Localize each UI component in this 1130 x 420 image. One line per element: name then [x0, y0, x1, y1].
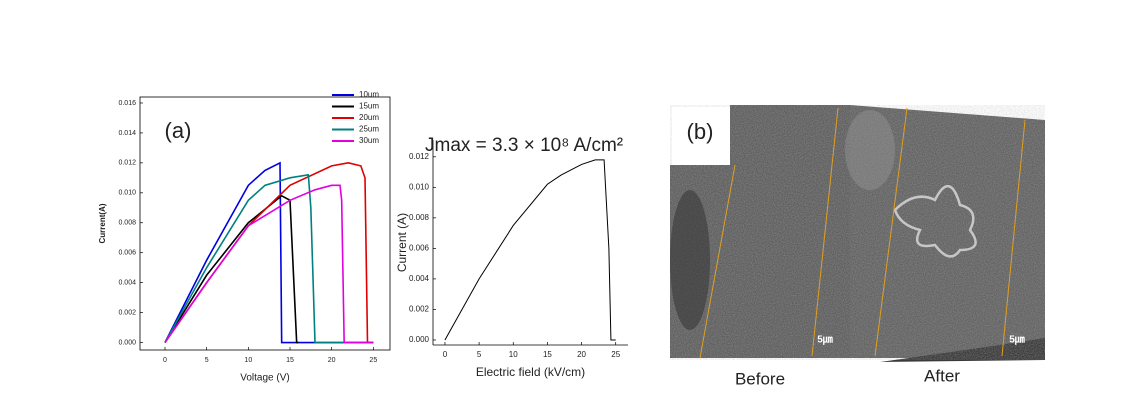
x-tick-label: 25: [611, 350, 620, 359]
x-tick-label: 0: [443, 350, 448, 359]
y-axis-label: Current (A): [395, 213, 409, 272]
annotation: (a): [165, 118, 192, 143]
y-tick-label: 0.006: [409, 243, 430, 252]
y-tick-label: 0.000: [409, 335, 430, 344]
y-tick-label: 0.004: [118, 279, 136, 286]
y-tick-label: 0.014: [118, 130, 136, 137]
y-tick-label: 0.012: [409, 152, 430, 161]
data-line: [164, 194, 299, 344]
sem-panel: (b) 5㎛ 5㎛ Before After: [670, 105, 1045, 388]
data-line: [164, 161, 374, 344]
edge-line: [699, 164, 736, 359]
y-tick-label: 0.004: [409, 274, 430, 283]
y-tick-label: 0.010: [409, 182, 430, 191]
y-tick-label: 0.008: [118, 220, 136, 227]
y-tick-label: 0.008: [409, 213, 430, 222]
y-tick-label: 0.012: [118, 160, 136, 167]
y-tick-label: 0.002: [118, 309, 136, 316]
x-axis-label: Voltage (V): [240, 373, 289, 384]
x-tick-label: 15: [286, 357, 294, 364]
panel-label: (b): [687, 119, 714, 144]
caption: Before: [735, 369, 785, 388]
y-tick-label: 0.006: [118, 250, 136, 257]
legend-label: 10um: [359, 90, 379, 99]
y-axis-label: Current(A): [98, 203, 107, 243]
texture: [670, 105, 1045, 360]
plot-frame: [139, 96, 391, 351]
x-tick-label: 5: [477, 350, 482, 359]
scale-bar-label: 5㎛: [1009, 335, 1025, 346]
x-tick-label: 20: [328, 357, 336, 364]
y-tick-label: 0.010: [118, 190, 136, 197]
x-tick-label: 0: [163, 357, 167, 364]
x-axis-label: Electric field (kV/cm): [476, 365, 585, 379]
x-tick-label: 5: [205, 357, 209, 364]
scale-bar-label: 5㎛: [817, 335, 833, 346]
x-tick-label: 10: [509, 350, 518, 359]
legend-label: 20um: [359, 113, 379, 122]
data-line: [164, 184, 374, 344]
legend-label: 25um: [359, 125, 379, 134]
edge-line: [1001, 119, 1026, 357]
data-line: [444, 159, 616, 341]
legend-label: 30um: [359, 136, 379, 145]
y-tick-label: 0.016: [118, 100, 136, 107]
y-tick-label: 0.002: [409, 305, 430, 314]
bright-area: [845, 110, 895, 190]
caption: After: [924, 366, 960, 385]
damage: [893, 185, 977, 258]
x-tick-label: 15: [543, 350, 552, 359]
data-line: [164, 173, 374, 344]
label-box: [672, 107, 730, 165]
edge-line: [811, 107, 839, 357]
legend-label: 15um: [359, 102, 379, 111]
x-tick-label: 10: [244, 357, 252, 364]
edge-line: [874, 107, 908, 357]
dark-area: [670, 190, 710, 330]
annotation: Jmax = 3.3 × 10⁸ A/cm²: [425, 135, 623, 156]
x-tick-label: 25: [369, 357, 377, 364]
x-tick-label: 20: [577, 350, 586, 359]
y-tick-label: 0.000: [118, 339, 136, 346]
